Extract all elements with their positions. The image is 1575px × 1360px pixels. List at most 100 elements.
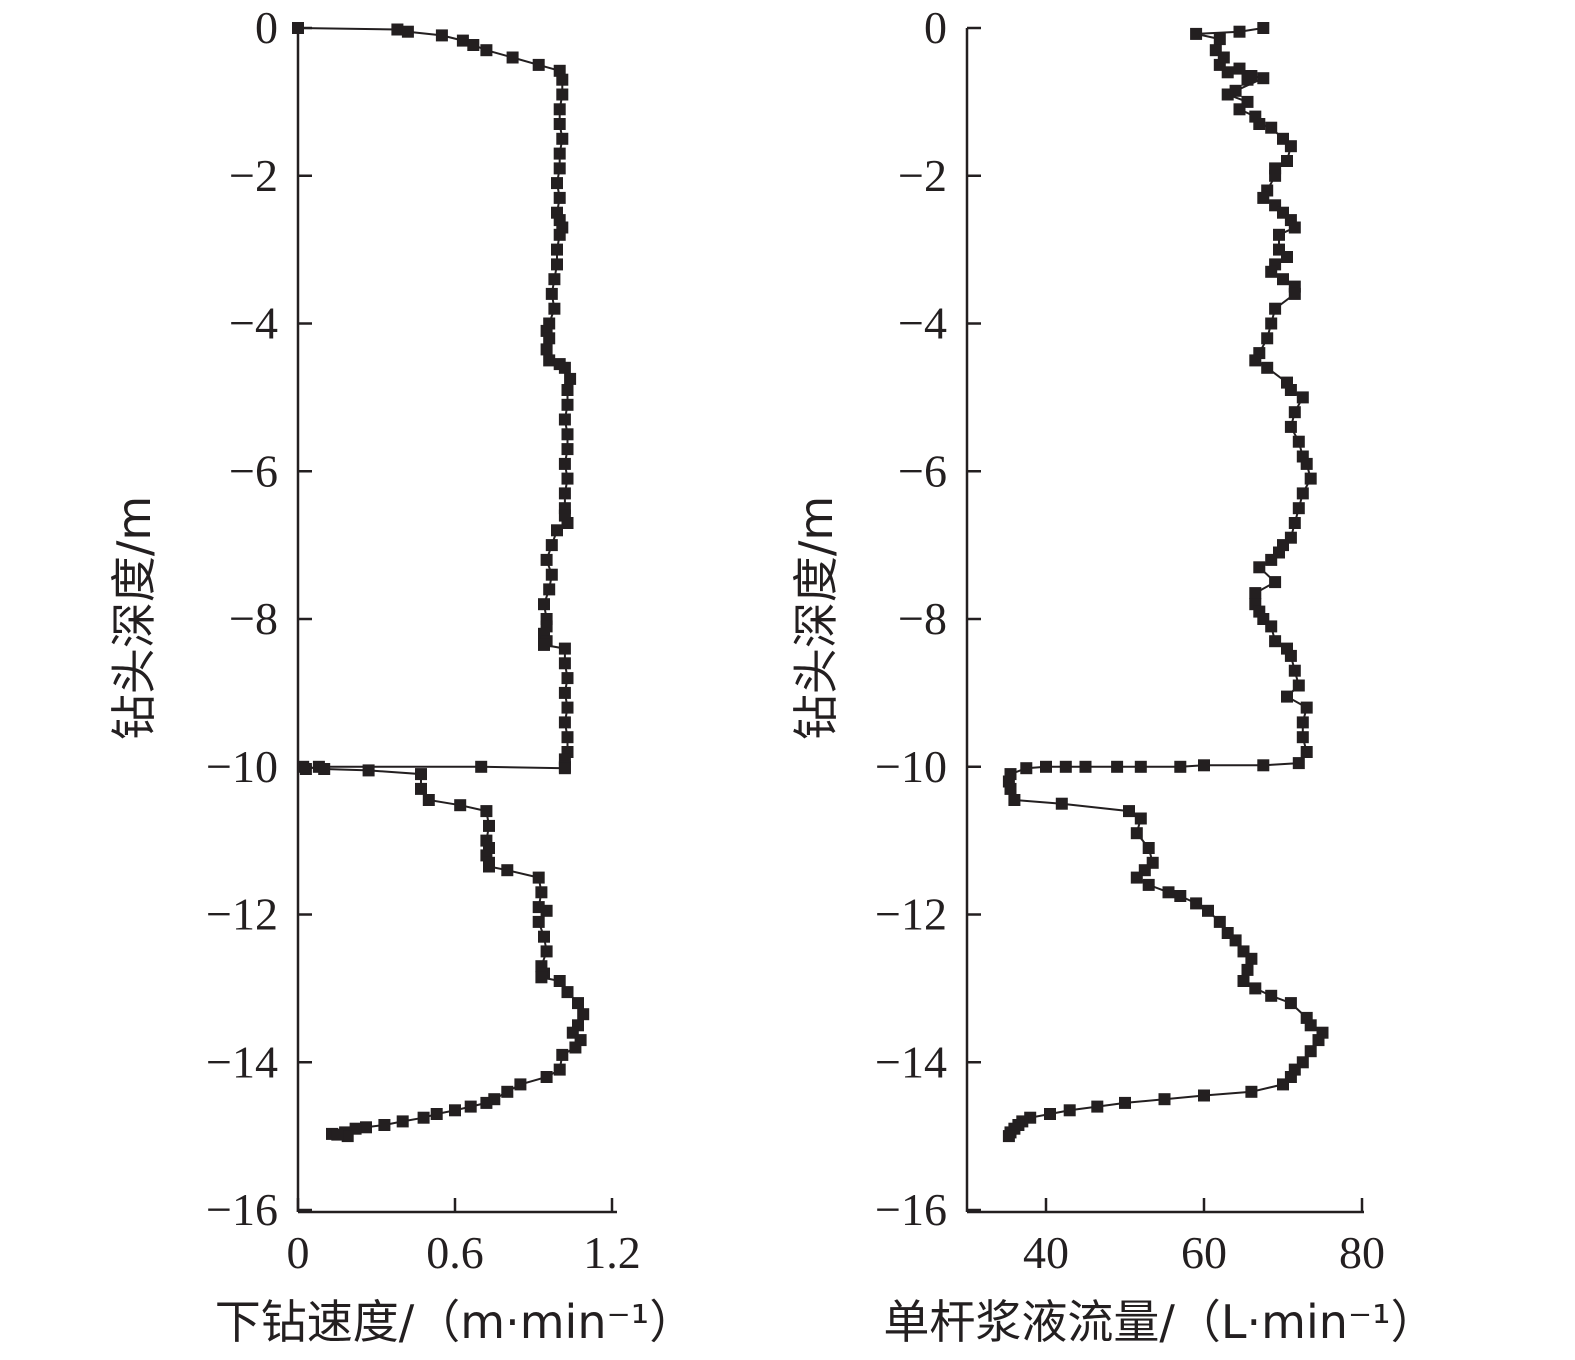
- data-point: [1123, 805, 1135, 818]
- data-point: [1269, 635, 1282, 648]
- data-point: [1257, 759, 1270, 772]
- data-point: [558, 457, 571, 470]
- y-ticks: 0 −2 −4 −6 −8 −10 −12 −14 −16: [206, 2, 312, 1235]
- data-point: [548, 273, 561, 286]
- data-point: [1221, 88, 1234, 101]
- y-tick-label: −8: [898, 593, 947, 644]
- data-point: [558, 509, 571, 522]
- data-point: [577, 1008, 590, 1021]
- data-point: [1257, 22, 1270, 34]
- data-point: [1304, 472, 1317, 485]
- data-point: [318, 763, 331, 775]
- data-point: [506, 51, 519, 64]
- data-point: [543, 583, 556, 596]
- data-point: [1281, 690, 1293, 703]
- x-tick-label: 0: [287, 1227, 310, 1278]
- data-point: [540, 343, 553, 356]
- data-point: [558, 413, 571, 426]
- data-point: [1174, 890, 1187, 902]
- data-point: [532, 871, 545, 884]
- data-point: [553, 228, 566, 241]
- data-point: [1269, 302, 1282, 315]
- y-tick-label: −16: [206, 1184, 278, 1235]
- data-point: [556, 1048, 569, 1061]
- data-point: [1284, 649, 1297, 662]
- data-point: [464, 1100, 477, 1113]
- data-point: [540, 945, 553, 958]
- y-tick-label: −10: [875, 741, 947, 792]
- data-point: [297, 760, 310, 773]
- data-point: [1265, 620, 1278, 633]
- data-point: [417, 1111, 430, 1124]
- data-point: [558, 762, 571, 775]
- data-point: [415, 768, 427, 781]
- data-point: [1004, 782, 1017, 795]
- data-point: [1134, 812, 1147, 825]
- data-point: [501, 864, 514, 877]
- data-point: [1292, 679, 1305, 692]
- data-point: [532, 915, 545, 928]
- data-point: [378, 1119, 391, 1131]
- data-point: [1202, 904, 1214, 917]
- y-tick-label: −14: [206, 1036, 278, 1087]
- data-point: [1257, 191, 1270, 204]
- data-point: [561, 701, 574, 714]
- data-point: [1245, 70, 1258, 82]
- data-point: [543, 332, 556, 345]
- data-point: [415, 782, 427, 795]
- right-panel: 0 −2 −4 −6 −8 −10 −12 −14 −16 40 60 80 单杆浆液流量/（L·m…: [789, 2, 1437, 1349]
- data-point: [483, 860, 495, 873]
- data-point: [535, 886, 548, 899]
- data-point: [1233, 62, 1246, 75]
- data-point: [1162, 886, 1175, 899]
- data-point: [558, 716, 571, 729]
- data-point: [1063, 1104, 1076, 1117]
- data-point: [1233, 25, 1246, 38]
- x-ticks: 40 60 80: [1023, 1198, 1385, 1278]
- y-tick-label: −12: [206, 889, 278, 940]
- x-ticks: 0 0.6 1.2: [287, 1198, 641, 1278]
- data-point: [1261, 361, 1274, 374]
- plot-area: [292, 22, 590, 1143]
- data-point: [1142, 878, 1155, 891]
- y-tick-label: −2: [898, 150, 947, 201]
- data-point: [396, 1115, 409, 1128]
- left-panel: 0 −2 −4 −6 −8 −10 −12 −14 −16 0 0.6 1.2 下钻速度/（m·mi…: [107, 2, 695, 1349]
- data-point: [545, 287, 558, 300]
- data-point: [1292, 502, 1305, 515]
- data-point: [551, 177, 563, 190]
- data-point: [1296, 391, 1309, 404]
- x-tick-label: 1.2: [583, 1227, 641, 1278]
- data-point: [1300, 701, 1313, 714]
- data-point: [553, 162, 566, 175]
- data-point: [551, 258, 563, 271]
- data-point: [1249, 354, 1262, 367]
- data-point: [551, 243, 563, 256]
- data-point: [1221, 66, 1234, 79]
- data-point: [501, 1085, 514, 1098]
- x-tick-label: 80: [1339, 1227, 1385, 1278]
- data-point: [1008, 794, 1021, 806]
- data-point: [480, 805, 493, 818]
- data-point: [556, 73, 569, 86]
- y-tick-label: −2: [229, 150, 278, 201]
- data-point: [480, 1096, 493, 1109]
- data-point: [1265, 265, 1278, 278]
- data-point: [540, 904, 553, 917]
- data-point: [1040, 760, 1052, 773]
- data-point: [1265, 317, 1278, 330]
- data-point: [538, 598, 550, 611]
- data-point: [558, 487, 571, 500]
- x-tick-label: 60: [1181, 1227, 1227, 1278]
- x-tick-label: 0.6: [426, 1227, 484, 1278]
- data-point: [1249, 587, 1262, 600]
- data-point: [558, 686, 571, 699]
- data-point: [480, 44, 493, 57]
- data-point: [1059, 760, 1072, 773]
- data-point: [1284, 140, 1297, 153]
- data-point: [1245, 1085, 1258, 1098]
- data-point: [1273, 228, 1285, 241]
- data-point: [449, 1104, 461, 1117]
- data-point: [391, 23, 404, 36]
- data-point: [1261, 332, 1274, 345]
